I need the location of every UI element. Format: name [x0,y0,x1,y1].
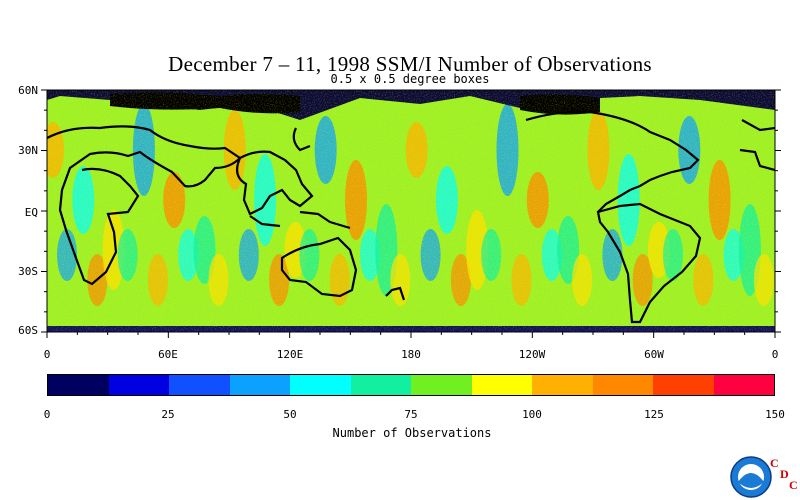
colorbar-swatch [350,375,411,395]
colorbar-swatch [169,375,230,395]
colorbar-tick-0: 0 [43,408,51,421]
axis-ticks [41,89,781,338]
colorbar-title: Number of Observations [332,426,492,440]
noaa-logo-text: NOAA [742,468,759,474]
map-title: December 7 – 11, 1998 SSM/I Number of Ob… [168,52,652,76]
colorbar-tick-125: 125 [644,408,664,421]
lat-label-60s: 60S [18,324,38,337]
colorbar-tick-25: 25 [161,408,175,421]
lon-label-60e: 60E [158,348,178,361]
colorbar-tick-150: 150 [765,408,785,421]
colorbar-tick-75: 75 [404,408,418,421]
colorbar-swatch [290,375,351,395]
lat-label-30n: 30N [18,144,38,157]
lon-label-180: 180 [401,348,421,361]
cdc-letter-c1: C [770,456,779,470]
noaa-logo: NOAA [730,456,772,498]
colorbar-swatch [532,375,593,395]
colorbar-tick-50: 50 [283,408,297,421]
lon-label-0: 0 [43,348,51,361]
colorbar [47,374,775,396]
map-field [47,90,775,332]
coastlines [47,110,775,324]
colorbar-swatch [653,375,714,395]
colorbar-swatch [411,375,472,395]
map-subtitle: 0.5 x 0.5 degree boxes [330,72,490,86]
lat-label-eq: EQ [24,206,38,219]
lat-label-60n: 60N [18,84,38,97]
lon-label-60w: 60W [644,348,664,361]
colorbar-swatch [713,375,774,395]
colorbar-swatch [48,375,109,395]
colorbar-swatch [229,375,290,395]
colorbar-tick-100: 100 [522,408,542,421]
lon-label-120e: 120E [276,348,304,361]
lat-label-30s: 30S [18,265,38,278]
cdc-letter-c2: C [789,478,798,492]
cdc-letter-d: D [780,467,789,481]
lon-label-120w: 120W [518,348,546,361]
colorbar-swatch [471,375,532,395]
lon-label-0-end: 0 [771,348,779,361]
colorbar-swatch [592,375,653,395]
colorbar-swatch [108,375,169,395]
